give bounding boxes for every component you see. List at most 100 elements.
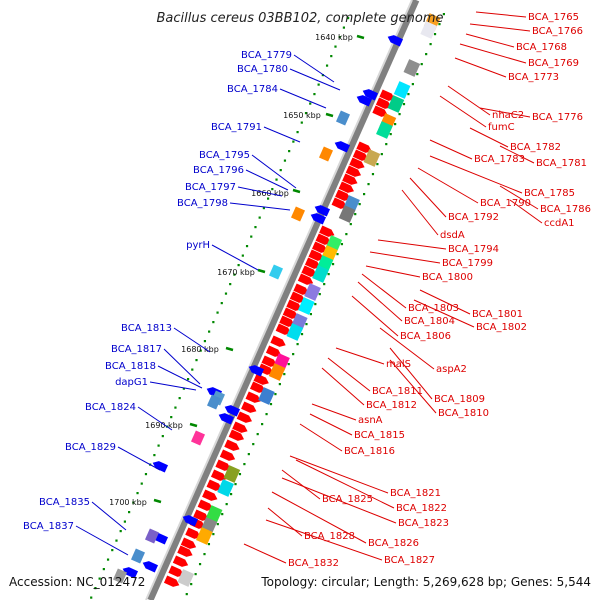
kbp-mark: 1650 kbp	[283, 111, 321, 120]
gene-arrow	[241, 401, 257, 413]
reverse-gene-label: BCA_1817	[111, 344, 162, 355]
scale-tick	[128, 511, 131, 514]
gene-block	[318, 146, 334, 162]
label-leader	[289, 455, 389, 494]
label-leader	[389, 359, 437, 414]
scale-tick	[243, 463, 246, 466]
gene-arrow	[236, 411, 252, 423]
gene-block	[177, 569, 195, 587]
scale-tick	[247, 453, 250, 456]
label-leader	[265, 519, 383, 561]
label-leader	[509, 199, 543, 224]
scale-tick	[342, 26, 346, 29]
reverse-gene-label: BCA_1791	[211, 122, 262, 133]
scale-tick	[367, 183, 370, 186]
gene-arrow	[375, 97, 392, 109]
gene-block	[335, 110, 351, 126]
scale-tick	[237, 264, 240, 267]
gene-block	[393, 81, 411, 99]
scale-tick	[394, 123, 397, 126]
gene-arrow	[289, 291, 306, 303]
scale-tick	[389, 133, 392, 136]
label-leader	[447, 85, 491, 116]
label-leader	[401, 189, 439, 236]
scale-tick	[256, 433, 259, 436]
scale-tick	[170, 416, 173, 419]
gene-block	[268, 363, 286, 381]
forward-gene-label: BCA_1769	[528, 58, 579, 69]
scale-tick	[174, 406, 177, 409]
label-leader	[309, 413, 353, 436]
gene-arrow	[163, 575, 180, 587]
scale-tick	[216, 311, 219, 314]
gene-arrow	[224, 439, 240, 451]
forward-gene-label: BCA_1786	[540, 204, 591, 215]
label-leader	[163, 348, 201, 385]
scale-tick	[371, 173, 375, 176]
scale-tick	[411, 83, 414, 86]
reverse-gene-label: BCA_1798	[177, 198, 228, 209]
forward-gene-label: BCA_1766	[532, 26, 583, 37]
reverse-gene-label: BCA_1837	[23, 521, 74, 532]
label-leader	[293, 54, 335, 83]
label-leader	[465, 33, 515, 48]
reverse-gene-label: BCA_1795	[199, 150, 250, 161]
label-leader	[173, 327, 211, 353]
label-leader	[279, 88, 327, 109]
label-leader	[429, 155, 523, 194]
scale-tick	[321, 74, 324, 77]
scale-tick	[238, 473, 242, 476]
scale-tick	[178, 397, 181, 400]
scale-tick	[425, 53, 428, 56]
reverse-gene-label: BCA_1784	[227, 84, 278, 95]
gene-arrow	[142, 561, 159, 573]
scale-tick	[102, 568, 105, 571]
gene-arrow	[331, 197, 347, 209]
scale-tick	[407, 93, 410, 96]
scale-tick	[300, 121, 303, 124]
label-leader	[327, 357, 371, 392]
gene-arrow	[261, 355, 277, 367]
gene-arrow	[372, 105, 388, 117]
scale-tick	[416, 73, 419, 76]
scale-tick	[300, 333, 304, 336]
label-leader	[499, 145, 535, 164]
kbp-tick	[325, 112, 334, 118]
forward-gene-label: BCA_1826	[368, 538, 419, 549]
gene-block	[298, 297, 315, 315]
scale-tick	[334, 45, 337, 48]
scale-tick	[199, 349, 202, 352]
label-leader	[263, 126, 301, 143]
scale-tick	[376, 163, 379, 166]
gene-arrow	[286, 299, 302, 311]
reverse-gene-label: BCA_1779	[241, 50, 292, 61]
forward-gene-label: BCA_1827	[384, 555, 435, 566]
label-leader	[459, 43, 527, 64]
scale-tick	[438, 23, 441, 26]
forward-gene-label: BCA_1776	[532, 112, 583, 123]
kbp-tick	[257, 268, 266, 274]
scale-tick	[296, 131, 299, 134]
gene-block	[403, 59, 421, 77]
label-leader	[229, 202, 291, 211]
reverse-gene-label: pyrH	[186, 240, 210, 251]
scale-tick	[433, 33, 437, 36]
label-leader	[469, 127, 509, 148]
gene-block	[196, 527, 213, 545]
forward-gene-label: aspA2	[436, 364, 467, 375]
scale-tick	[186, 378, 190, 381]
label-leader	[137, 406, 173, 431]
gene-arrow	[319, 225, 335, 237]
gene-arrow	[379, 89, 395, 101]
kbp-mark: 1680 kbp	[181, 345, 219, 354]
gene-arrow	[202, 489, 218, 501]
kbp-mark: 1640 kbp	[315, 33, 353, 42]
kbp-tick	[356, 34, 365, 40]
scale-tick	[279, 169, 282, 172]
forward-gene-label: BCA_1790	[480, 198, 531, 209]
gene-arrow	[282, 307, 299, 319]
scale-tick	[229, 493, 233, 496]
scale-tick	[207, 543, 211, 546]
label-leader	[267, 507, 303, 537]
kbp-mark: 1690 kbp	[145, 421, 183, 430]
